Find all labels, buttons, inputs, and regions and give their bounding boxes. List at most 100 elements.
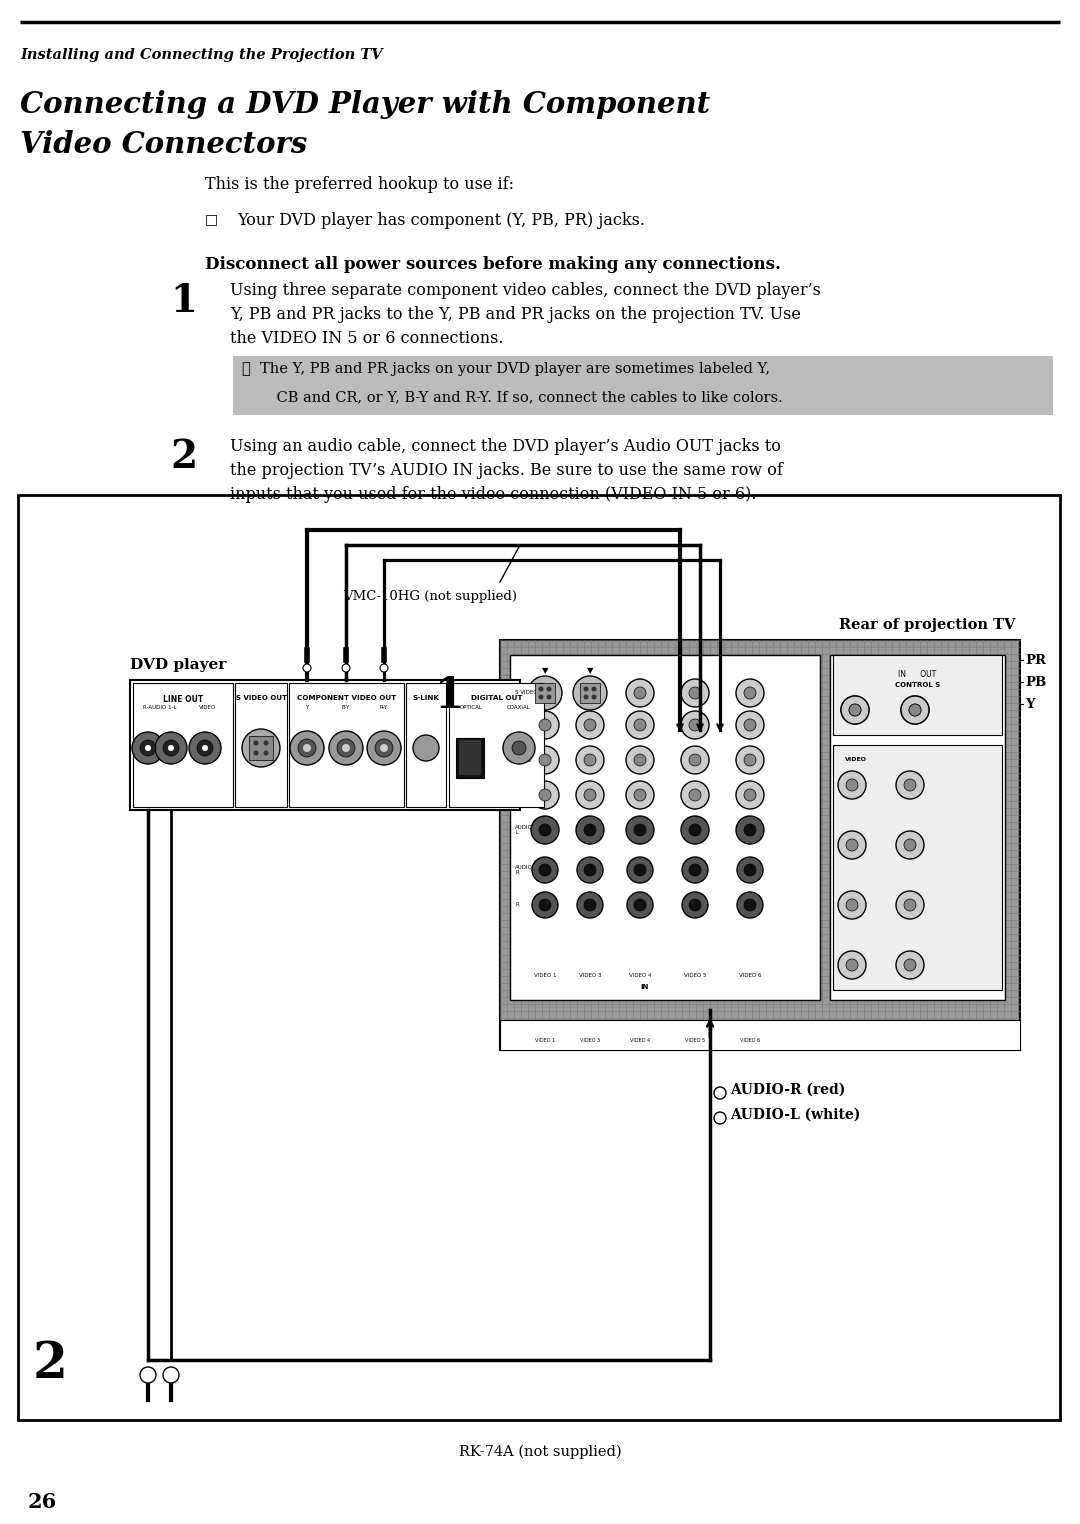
Circle shape bbox=[896, 771, 924, 799]
Circle shape bbox=[528, 677, 562, 710]
Text: VIDEO 6: VIDEO 6 bbox=[739, 972, 761, 978]
Text: R: R bbox=[515, 902, 518, 907]
Circle shape bbox=[539, 899, 551, 911]
Text: VIDEO 3: VIDEO 3 bbox=[579, 972, 602, 978]
Circle shape bbox=[681, 892, 708, 917]
Text: OPTICAL: OPTICAL bbox=[460, 706, 483, 710]
Circle shape bbox=[132, 732, 164, 764]
Bar bbox=[233, 357, 1053, 415]
Text: R-Y: R-Y bbox=[380, 706, 388, 710]
Circle shape bbox=[503, 732, 535, 764]
Circle shape bbox=[626, 680, 654, 707]
Circle shape bbox=[546, 686, 552, 692]
Circle shape bbox=[145, 745, 151, 751]
Circle shape bbox=[714, 1087, 726, 1099]
Text: Y, PB and PR jacks to the Y, PB and PR jacks on the projection TV. Use: Y, PB and PR jacks to the Y, PB and PR j… bbox=[230, 306, 801, 323]
Circle shape bbox=[342, 664, 350, 672]
Circle shape bbox=[254, 741, 258, 745]
Text: Y: Y bbox=[306, 706, 309, 710]
Text: ▼: ▼ bbox=[542, 666, 549, 675]
Circle shape bbox=[846, 779, 858, 791]
Circle shape bbox=[901, 696, 929, 724]
Circle shape bbox=[904, 899, 916, 911]
Circle shape bbox=[735, 712, 764, 739]
Bar bbox=[235, 683, 287, 808]
Circle shape bbox=[904, 959, 916, 971]
Circle shape bbox=[744, 789, 756, 802]
Circle shape bbox=[744, 719, 756, 732]
Circle shape bbox=[512, 741, 526, 754]
Circle shape bbox=[627, 856, 653, 882]
Text: 1: 1 bbox=[170, 282, 197, 320]
Circle shape bbox=[904, 840, 916, 850]
Circle shape bbox=[849, 704, 861, 716]
Circle shape bbox=[634, 864, 646, 876]
Bar bbox=[831, 655, 1005, 1000]
Circle shape bbox=[681, 747, 708, 774]
Circle shape bbox=[539, 864, 551, 876]
Circle shape bbox=[689, 719, 701, 732]
Circle shape bbox=[303, 664, 311, 672]
Circle shape bbox=[838, 951, 866, 978]
Text: VIDEO 3: VIDEO 3 bbox=[580, 1038, 600, 1042]
Circle shape bbox=[254, 750, 258, 756]
Bar bbox=[500, 1020, 1020, 1050]
Circle shape bbox=[197, 741, 213, 756]
Circle shape bbox=[539, 789, 551, 802]
Text: DIGITAL OUT: DIGITAL OUT bbox=[471, 695, 523, 701]
Text: RK-74A (not supplied): RK-74A (not supplied) bbox=[459, 1445, 621, 1460]
Text: COAXIAL: COAXIAL bbox=[508, 706, 531, 710]
Bar bbox=[289, 683, 404, 808]
Circle shape bbox=[584, 719, 596, 732]
Circle shape bbox=[539, 686, 543, 692]
Circle shape bbox=[156, 732, 187, 764]
Circle shape bbox=[576, 815, 604, 844]
Text: VIDEO 4: VIDEO 4 bbox=[629, 972, 651, 978]
Text: VIDEO: VIDEO bbox=[845, 757, 867, 762]
Text: LINE OUT: LINE OUT bbox=[163, 695, 203, 704]
Circle shape bbox=[583, 686, 589, 692]
Text: AUDIO-L (white): AUDIO-L (white) bbox=[730, 1108, 861, 1122]
Text: CONTROL S: CONTROL S bbox=[895, 683, 940, 687]
Text: S VIDEO: S VIDEO bbox=[515, 690, 538, 695]
Bar bbox=[18, 495, 1059, 1420]
Circle shape bbox=[846, 899, 858, 911]
Circle shape bbox=[291, 732, 324, 765]
Text: ▼: ▼ bbox=[586, 666, 593, 675]
Bar bbox=[130, 680, 519, 809]
Circle shape bbox=[626, 815, 654, 844]
Text: Video Connectors: Video Connectors bbox=[21, 130, 307, 158]
Circle shape bbox=[896, 831, 924, 860]
Bar bbox=[833, 655, 1002, 735]
Circle shape bbox=[413, 735, 438, 760]
Circle shape bbox=[841, 696, 869, 724]
Circle shape bbox=[634, 754, 646, 767]
Circle shape bbox=[896, 892, 924, 919]
Text: PR: PR bbox=[1025, 654, 1047, 666]
Circle shape bbox=[681, 815, 708, 844]
Text: AUDIO-R (red): AUDIO-R (red) bbox=[730, 1084, 846, 1097]
Circle shape bbox=[264, 741, 269, 745]
Circle shape bbox=[626, 747, 654, 774]
Text: □: □ bbox=[205, 212, 218, 226]
Circle shape bbox=[626, 780, 654, 809]
Text: R-AUDIO 1-L: R-AUDIO 1-L bbox=[144, 706, 177, 710]
Circle shape bbox=[202, 745, 208, 751]
Circle shape bbox=[342, 744, 350, 751]
Circle shape bbox=[681, 712, 708, 739]
Circle shape bbox=[841, 696, 869, 724]
Circle shape bbox=[634, 824, 646, 837]
Circle shape bbox=[744, 687, 756, 700]
Text: VIDEO 5: VIDEO 5 bbox=[685, 1038, 705, 1042]
Circle shape bbox=[303, 744, 311, 751]
Text: Y: Y bbox=[1025, 698, 1035, 710]
Circle shape bbox=[904, 779, 916, 791]
Bar bbox=[133, 683, 233, 808]
Bar bbox=[456, 738, 484, 777]
Circle shape bbox=[531, 780, 559, 809]
Circle shape bbox=[838, 892, 866, 919]
Circle shape bbox=[531, 712, 559, 739]
Circle shape bbox=[735, 780, 764, 809]
Circle shape bbox=[531, 815, 559, 844]
Circle shape bbox=[163, 741, 179, 756]
